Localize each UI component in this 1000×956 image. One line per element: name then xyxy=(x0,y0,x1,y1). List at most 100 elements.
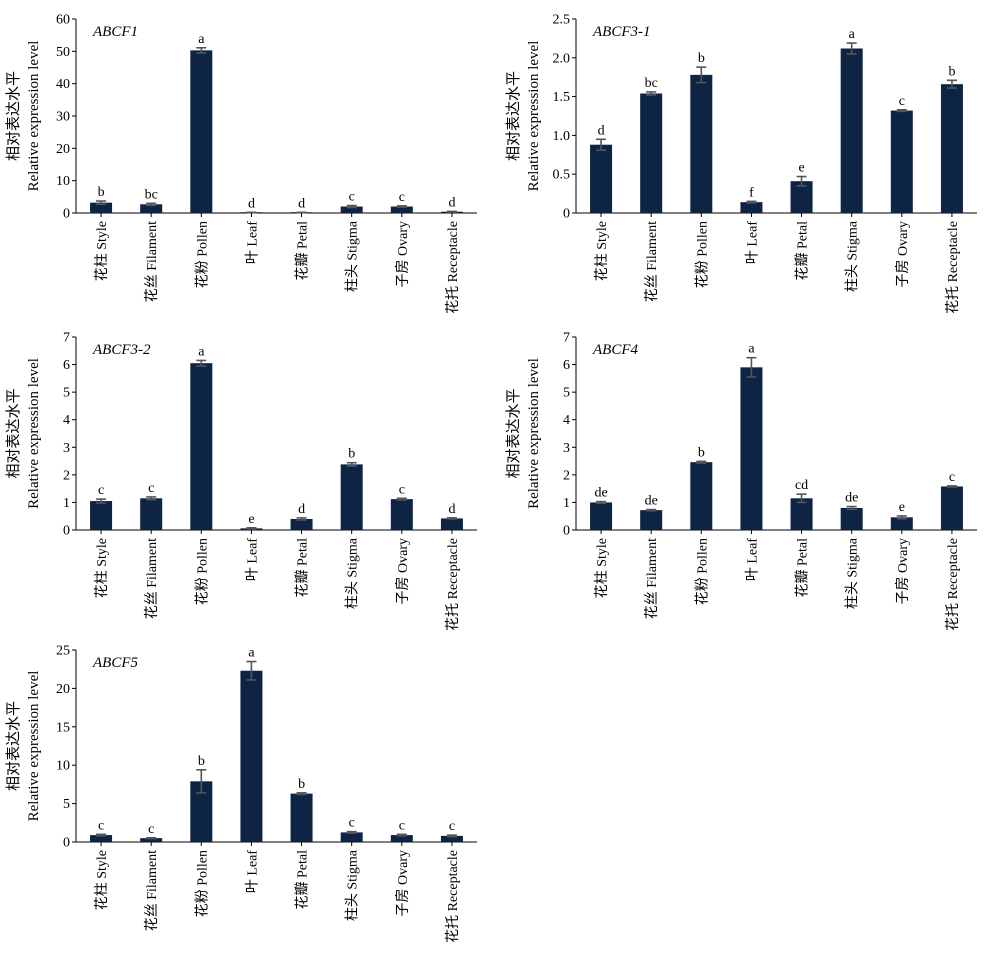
bar xyxy=(890,517,913,530)
x-tick-label: 柱头 Stigma xyxy=(345,537,361,609)
y-tick-label: 30 xyxy=(56,110,70,125)
bar xyxy=(390,499,413,530)
x-tick-label: 花托 Receptacle xyxy=(445,221,461,314)
significance-letter: b xyxy=(198,754,205,769)
y-tick-label: 2 xyxy=(63,468,70,483)
y-axis-label-zh: 相对表达水平 xyxy=(5,388,22,478)
y-axis-label-zh: 相对表达水平 xyxy=(5,701,22,791)
bar xyxy=(940,84,963,214)
y-tick-label: 0 xyxy=(563,524,570,539)
x-tick-label: 子房 Ovary xyxy=(395,221,411,288)
y-axis-label-en: Relative expression level xyxy=(526,358,542,509)
significance-letter: c xyxy=(349,190,355,205)
x-tick-label: 柱头 Stigma xyxy=(845,537,861,609)
y-tick-label: 5 xyxy=(63,386,70,401)
x-tick-label: 叶 Leaf xyxy=(244,221,260,264)
y-tick-label: 1 xyxy=(563,496,570,511)
significance-letter: c xyxy=(98,483,104,498)
significance-letter: c xyxy=(449,819,455,834)
x-tick-label: 花丝 Filament xyxy=(144,850,160,931)
x-tick-label: 子房 Ovary xyxy=(895,221,911,288)
y-tick-label: 40 xyxy=(56,77,70,92)
bar xyxy=(140,204,163,213)
significance-letter: de xyxy=(594,486,607,501)
x-tick-label: 花丝 Filament xyxy=(644,538,660,619)
y-tick-label: 25 xyxy=(56,644,70,659)
bar xyxy=(590,502,613,530)
error-bar xyxy=(196,359,207,367)
x-tick-label: 花托 Receptacle xyxy=(945,538,961,631)
error-bar xyxy=(196,46,207,54)
chart-panel-1: 0 10 20 30 40 50 60 相对表达水平 Relative expression l… xyxy=(5,13,477,314)
error-bar xyxy=(796,493,807,504)
error-bar xyxy=(896,108,907,113)
y-axis-label-en: Relative expression level xyxy=(26,41,42,192)
bar xyxy=(440,835,463,842)
error-bar xyxy=(246,660,257,681)
panel-title: ABCF3-1 xyxy=(592,24,651,40)
bar xyxy=(390,206,413,213)
x-tick-label: 子房 Ovary xyxy=(895,538,911,605)
error-bar xyxy=(696,66,707,84)
error-bar xyxy=(196,769,207,794)
error-bar xyxy=(646,508,657,512)
y-tick-label: 15 xyxy=(56,720,70,735)
significance-letter: a xyxy=(248,646,255,661)
error-bar xyxy=(946,485,957,488)
y-tick-label: 20 xyxy=(56,142,70,157)
error-bar xyxy=(446,517,457,520)
significance-letter: de xyxy=(845,491,858,506)
bar xyxy=(90,501,113,530)
error-bar xyxy=(346,204,357,209)
panel-title: ABCF4 xyxy=(592,342,638,358)
x-tick-label: 花柱 Style xyxy=(594,221,610,281)
y-tick-label: 2 xyxy=(563,468,570,483)
significance-letter: f xyxy=(749,185,754,200)
y-tick-label: 1.5 xyxy=(553,90,571,105)
error-bar xyxy=(596,500,607,505)
error-bar xyxy=(396,205,407,208)
significance-letter: c xyxy=(949,470,955,485)
error-bar xyxy=(396,497,407,501)
significance-letter: c xyxy=(148,481,154,496)
significance-letter: d xyxy=(248,196,255,211)
x-tick-label: 叶 Leaf xyxy=(744,221,760,264)
bar xyxy=(790,498,813,530)
error-bar xyxy=(96,833,107,837)
y-tick-label: 7 xyxy=(63,331,70,346)
bar xyxy=(340,464,363,530)
panel-title: ABCF3-2 xyxy=(92,342,151,358)
significance-letter: c xyxy=(399,482,405,497)
bar xyxy=(890,110,913,213)
x-tick-label: 花粉 Pollen xyxy=(694,538,710,605)
y-tick-label: 0 xyxy=(63,836,70,851)
x-tick-label: 花柱 Style xyxy=(94,221,110,281)
error-bar xyxy=(746,200,757,204)
error-bar xyxy=(296,517,307,521)
bar xyxy=(740,367,763,530)
significance-letter: b xyxy=(98,185,105,200)
bar xyxy=(590,144,613,213)
y-axis-label-zh: 相对表达水平 xyxy=(5,71,22,161)
significance-letter: e xyxy=(798,161,804,176)
significance-letter: a xyxy=(748,342,755,357)
y-axis-label-en: Relative expression level xyxy=(26,671,42,822)
bar xyxy=(190,363,213,530)
bar xyxy=(190,50,213,213)
y-tick-label: 20 xyxy=(56,682,70,697)
significance-letter: d xyxy=(448,195,455,210)
bar xyxy=(290,518,313,530)
error-bar xyxy=(646,91,657,96)
x-tick-label: 花柱 Style xyxy=(94,538,110,598)
bar xyxy=(90,835,113,842)
x-tick-label: 花粉 Pollen xyxy=(194,850,210,917)
error-bar xyxy=(146,496,157,501)
significance-letter: b xyxy=(298,777,305,792)
error-bar xyxy=(746,356,757,378)
significance-letter: b xyxy=(698,51,705,66)
bar xyxy=(690,462,713,530)
x-tick-label: 叶 Leaf xyxy=(244,850,260,893)
chart-panel-4: 0 1 2 3 4 5 6 7 相对表达水平 Relative expression level A… xyxy=(505,331,977,631)
x-tick-label: 花丝 Filament xyxy=(144,538,160,619)
